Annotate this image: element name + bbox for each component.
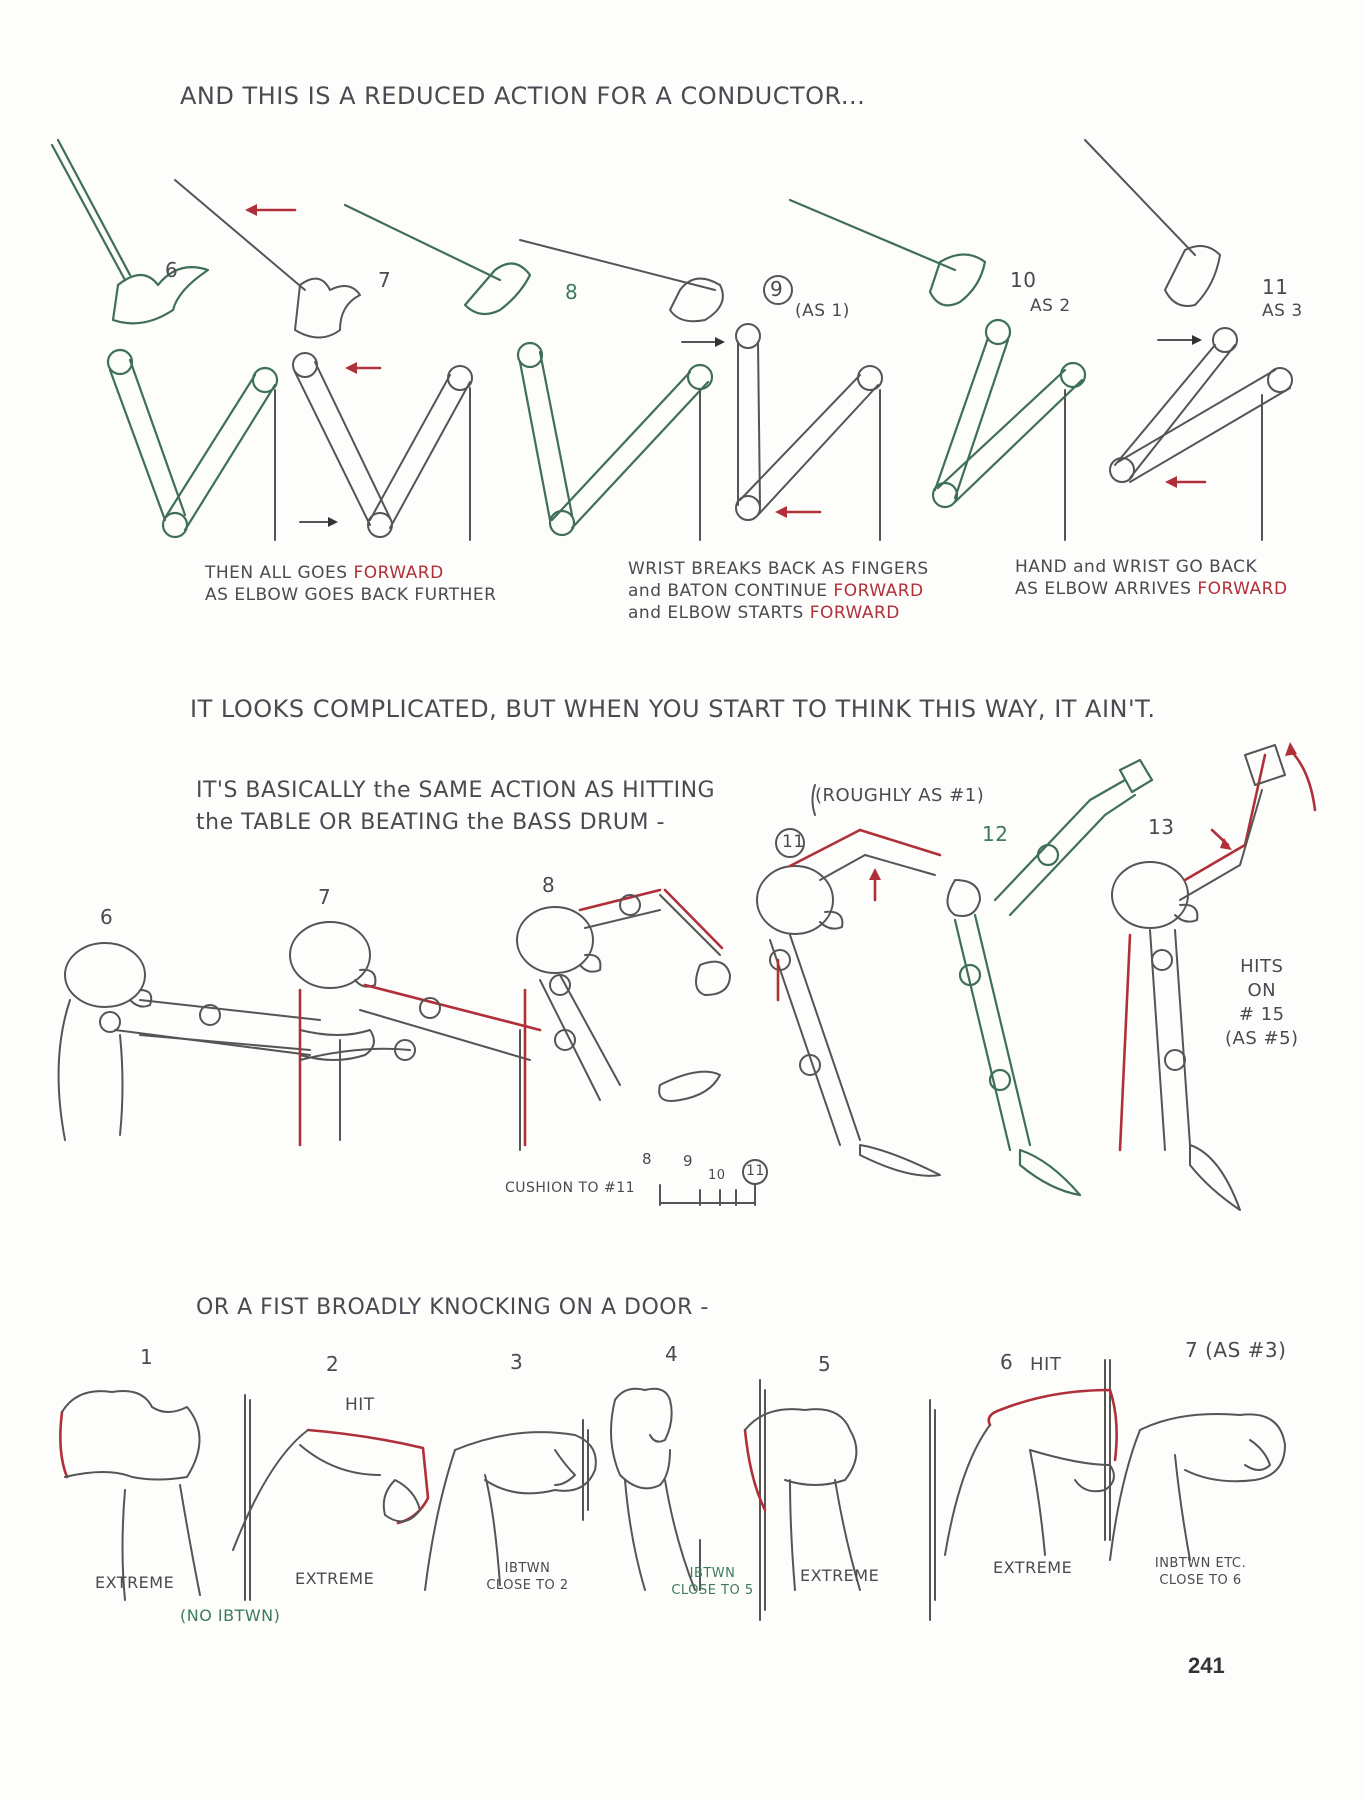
drummer-6 [57,942,321,1141]
drummer-13 [1111,742,1317,1211]
timing-number: 9 [683,1152,694,1170]
fist-label: IBTWN CLOSE TO 5 [671,1566,754,1598]
frame-number: 13 [1148,815,1175,839]
fist-6 [929,1359,1118,1621]
caption-forward: THEN ALL GOES FORWARD AS ELBOW GOES BACK… [205,563,497,605]
conductor-arm-6 [50,138,279,541]
frame-number: 6 [100,905,114,929]
caption-wrist-breaks: WRIST BREAKS BACK AS FINGERS and BATON C… [628,559,929,623]
frame-number: 6 [1000,1350,1014,1374]
fist-4 [610,1387,701,1591]
hit-label-6: HIT [1030,1354,1062,1375]
frame-number: 8 [542,873,556,897]
frame-number: 9 [770,277,784,301]
fist-2 [232,1394,430,1601]
frame-9-note: (AS 1) [795,301,850,321]
heading-basically-2: the TABLE OR BEATING the BASS DRUM - [196,810,665,835]
conductor-arm-7 [174,179,473,541]
page-number: 241 [1188,1653,1225,1678]
timing-chart [659,1159,768,1206]
roughly-note: (ROUGHLY AS #1) [815,785,985,806]
frame-number: 3 [510,1350,524,1374]
fist-label: IBTWN CLOSE TO 2 [486,1561,569,1593]
fist-5 [743,1379,861,1621]
caption-hand-wrist: HAND and WRIST GO BACK AS ELBOW ARRIVES … [1015,557,1288,599]
fist-label: EXTREME [800,1566,880,1585]
frame-number: 7 (AS #3) [1185,1338,1287,1362]
conductor-arm-8 [343,203,714,541]
frame-11-note: AS 3 [1262,301,1303,321]
fist-1 [59,1390,201,1601]
frame-10-note: AS 2 [1030,296,1071,316]
fist-label: EXTREME [993,1558,1073,1577]
heading-conductor: AND THIS IS A REDUCED ACTION FOR A CONDU… [180,82,866,110]
fist-label: EXTREME [95,1573,175,1592]
conductor-arm-10 [788,198,1087,541]
frame-number: 1 [140,1345,154,1369]
hits-on-note: HITS ON # 15 (AS #5) [1225,956,1299,1049]
timing-number: 11 [746,1163,765,1179]
frame-number: 5 [818,1352,832,1376]
frame-number: 7 [378,268,392,292]
heading-fist: OR A FIST BROADLY KNOCKING ON A DOOR - [196,1295,709,1320]
drummer-8 [516,888,731,1151]
timing-number: 8 [642,1150,653,1168]
fist-label: EXTREME [295,1569,375,1588]
cushion-label: CUSHION TO #11 [505,1180,636,1196]
heading-complicated: IT LOOKS COMPLICATED, BUT WHEN YOU START… [190,695,1156,723]
no-ibtwn-note: (NO IBTWN) [180,1606,281,1625]
circle-9-marker [763,275,793,305]
conductor-arm-11 [1084,139,1293,541]
paren-left [811,784,816,816]
frame-number: 6 [165,258,179,282]
frame-number: 7 [318,885,332,909]
circle-11-marker [775,828,805,858]
frame-number: 12 [982,822,1009,846]
hit-label-2: HIT [345,1395,375,1415]
conductor-arm-9 [519,239,883,541]
drummer-11 [756,828,981,1177]
fist-3 [424,1419,597,1591]
heading-basically-1: IT'S BASICALLY the SAME ACTION AS HITTIN… [196,778,716,803]
frame-number: 4 [665,1342,679,1366]
timing-number: 10 [708,1168,726,1183]
frame-number: 2 [326,1352,340,1376]
drummer-12 [953,758,1154,1197]
drummer-7 [289,921,542,1147]
fist-label: INBTWN ETC. CLOSE TO 6 [1154,1556,1247,1588]
frame-number: 8 [565,280,579,304]
fist-7 [1109,1413,1286,1561]
frame-number: 10 [1010,268,1037,292]
frame-number: 11 [782,832,805,852]
frame-number: 11 [1262,275,1289,299]
